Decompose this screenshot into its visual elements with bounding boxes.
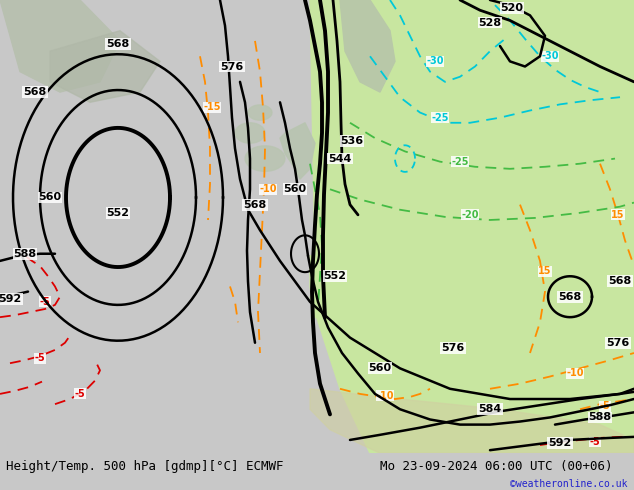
Text: 576: 576 (221, 62, 243, 72)
Text: 576: 576 (606, 338, 630, 348)
Text: 568: 568 (23, 87, 47, 97)
Text: -5: -5 (39, 297, 50, 307)
Text: -5: -5 (75, 389, 86, 399)
Polygon shape (310, 389, 634, 453)
Polygon shape (50, 31, 160, 102)
Text: 584: 584 (479, 404, 501, 414)
Text: 552: 552 (323, 271, 347, 281)
Text: 568: 568 (559, 292, 581, 302)
Text: 568: 568 (243, 199, 267, 210)
Polygon shape (310, 256, 380, 327)
Polygon shape (0, 0, 120, 92)
Polygon shape (340, 0, 395, 92)
Text: 588: 588 (13, 249, 37, 259)
Text: 560: 560 (39, 193, 61, 202)
Text: -20: -20 (462, 210, 479, 220)
Text: 588: 588 (588, 413, 612, 422)
Text: 560: 560 (368, 363, 392, 373)
Polygon shape (248, 105, 272, 120)
Polygon shape (235, 123, 265, 143)
Text: -30: -30 (426, 56, 444, 66)
Text: 568: 568 (107, 39, 129, 49)
Text: Height/Temp. 500 hPa [gdmp][°C] ECMWF: Height/Temp. 500 hPa [gdmp][°C] ECMWF (6, 460, 284, 473)
Text: -10: -10 (259, 184, 277, 194)
Text: 544: 544 (328, 153, 352, 164)
Text: -5: -5 (600, 401, 611, 411)
Text: 576: 576 (441, 343, 465, 353)
Text: 560: 560 (283, 184, 307, 194)
Text: 520: 520 (500, 3, 524, 13)
Text: -10: -10 (566, 368, 584, 378)
Text: -25: -25 (451, 157, 469, 167)
Polygon shape (310, 297, 634, 453)
Text: -30: -30 (541, 51, 559, 61)
Text: Mo 23-09-2024 06:00 UTC (00+06): Mo 23-09-2024 06:00 UTC (00+06) (380, 460, 613, 473)
Text: -25: -25 (431, 113, 449, 122)
Polygon shape (245, 146, 285, 171)
Polygon shape (310, 0, 634, 453)
Text: ©weatheronline.co.uk: ©weatheronline.co.uk (510, 480, 628, 490)
Text: 592: 592 (0, 294, 22, 304)
Polygon shape (280, 123, 315, 179)
Text: 552: 552 (107, 208, 129, 218)
Text: -10: -10 (376, 391, 394, 401)
Text: 15: 15 (611, 210, 624, 220)
Text: -5: -5 (35, 353, 46, 363)
Text: 568: 568 (609, 276, 631, 286)
Text: 592: 592 (548, 438, 572, 448)
Text: 536: 536 (340, 136, 363, 146)
Text: -5: -5 (590, 437, 600, 447)
Text: -15: -15 (204, 102, 221, 112)
Text: 15: 15 (538, 266, 552, 276)
Text: 528: 528 (479, 18, 501, 27)
